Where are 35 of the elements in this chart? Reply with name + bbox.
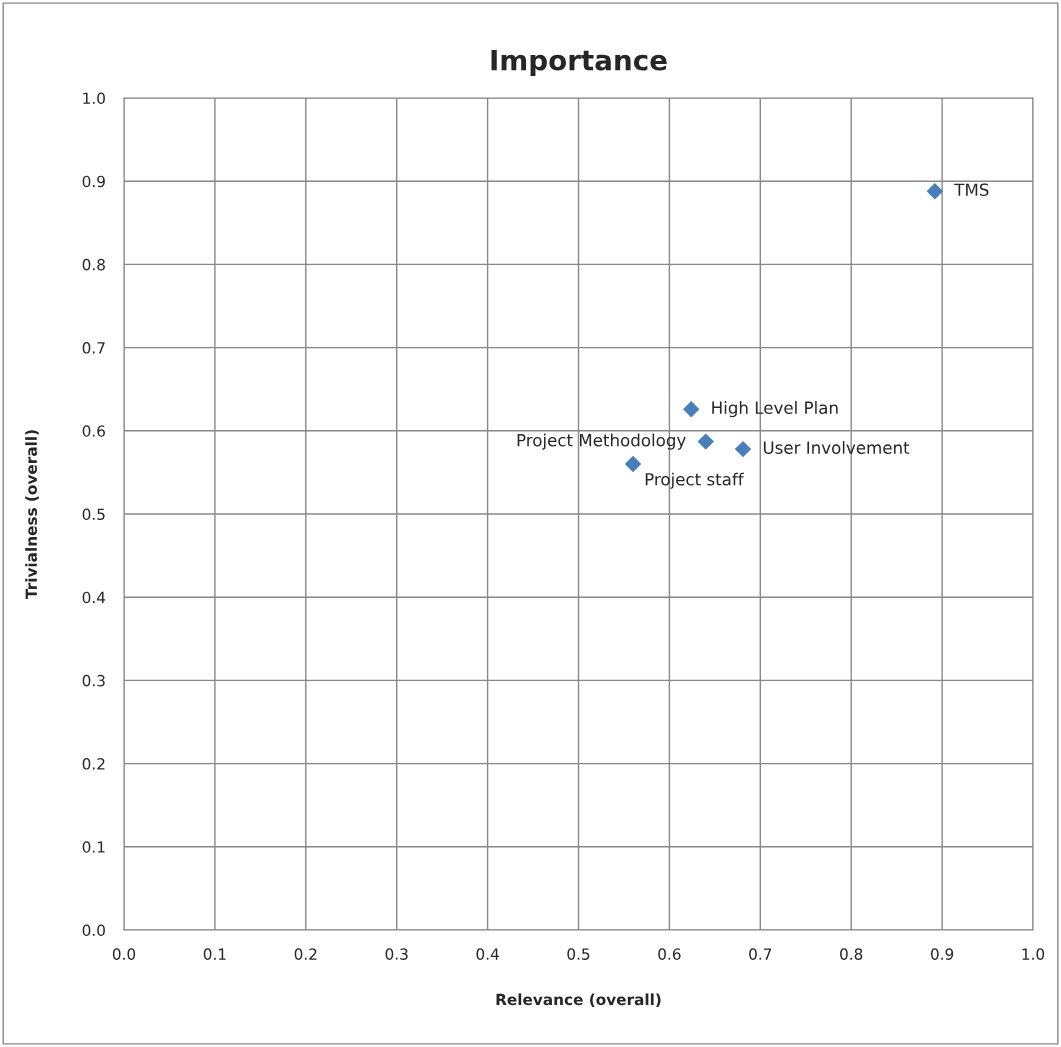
x-tick-label: 0.9 (930, 948, 954, 960)
point (683, 400, 700, 418)
annotation: High Level Plan (712, 401, 838, 418)
annotation: User Involvement (763, 441, 910, 454)
y-tick-label: 0.9 (82, 175, 105, 188)
point (734, 440, 752, 458)
x-tick-label: 0.2 (294, 948, 317, 960)
annotation: Project staff (645, 472, 744, 489)
x-tick-label: 0.3 (385, 948, 408, 960)
x-tick-label: 0.7 (749, 948, 772, 960)
x-tick-label: 0.0 (112, 948, 136, 960)
y-tick-label: 0.7 (82, 342, 105, 354)
annotation: TMS (954, 183, 989, 197)
chart-title: Importance (491, 49, 667, 76)
x-tick-label: 0.8 (840, 948, 863, 960)
y-tick-label: 0.0 (82, 924, 105, 937)
x-tick-label: 1.0 (1022, 948, 1045, 960)
y-axis-title: Trivialness (overall) (25, 430, 39, 599)
point (624, 455, 642, 473)
x-tick-label: 0.6 (658, 948, 681, 960)
y-tick-label: 0.1 (82, 841, 105, 853)
annotation: Project Methodology (517, 433, 686, 450)
y-tick-label: 0.4 (82, 591, 106, 604)
point (697, 433, 714, 450)
y-tick-label: 1.0 (83, 92, 105, 105)
y-tick-label: 0.2 (82, 758, 105, 770)
point (926, 182, 944, 200)
x-tick-label: 0.5 (567, 948, 590, 960)
y-tick-label: 0.6 (82, 425, 105, 437)
x-tick-label: 0.1 (203, 948, 226, 960)
y-tick-label: 0.8 (82, 258, 105, 271)
x-tick-label: 0.4 (476, 948, 499, 960)
x-axis-title: Relevance (overall) (496, 993, 661, 1008)
y-tick-label: 0.3 (82, 674, 105, 687)
y-tick-label: 0.5 (82, 508, 105, 521)
